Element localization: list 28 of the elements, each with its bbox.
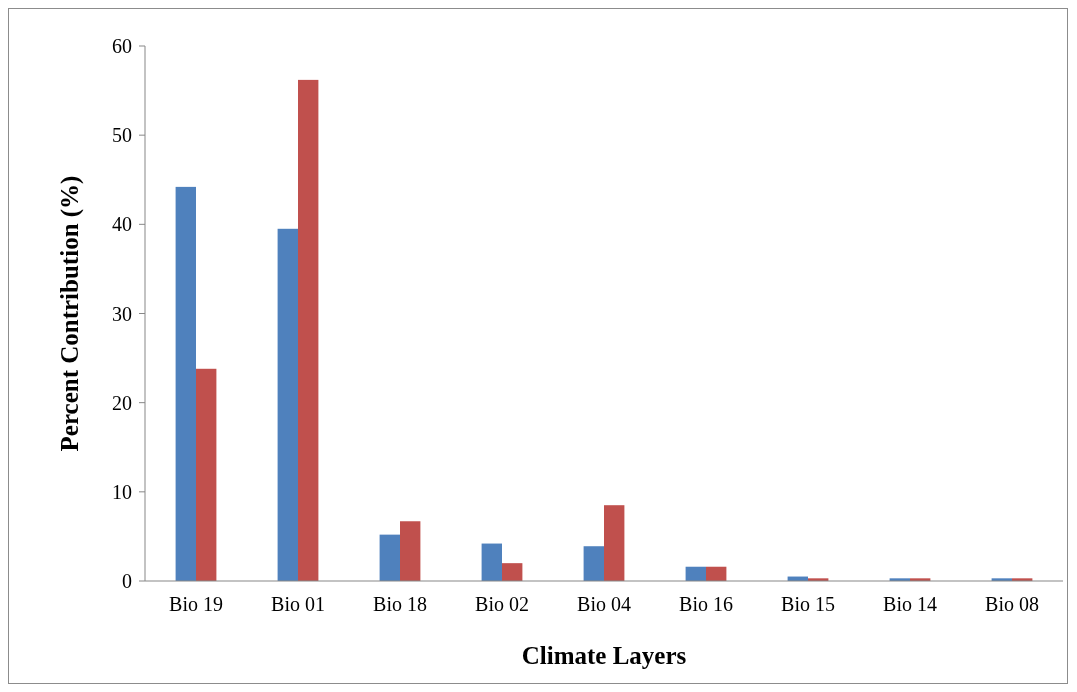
y-tick-label: 0 [122,570,132,592]
bar [604,505,625,581]
bar [583,546,604,581]
bar [298,79,319,581]
bar [196,368,217,581]
bar [502,563,523,581]
x-tick-label: Bio 19 [169,593,223,615]
bar [400,521,421,581]
y-tick-label: 20 [112,391,132,414]
x-tick-label: Bio 15 [781,593,835,615]
y-tick-label: 50 [112,124,132,147]
x-tick-label: Bio 02 [475,593,529,615]
y-tick-label: 40 [112,213,132,236]
bar [481,543,502,581]
x-tick-label: Bio 04 [577,593,631,615]
x-tick-label: Bio 18 [373,593,427,615]
x-axis-title: Climate Layers [521,642,687,669]
y-tick-label: 60 [112,35,132,57]
bar [277,228,298,581]
x-tick-label: Bio 14 [883,593,937,615]
y-tick-label: 10 [112,480,132,503]
bar [379,534,400,581]
x-tick-label: Bio 08 [985,593,1039,615]
y-axis-title: Percent Contribution (%) [56,175,84,452]
bar [175,186,196,581]
x-tick-label: Bio 16 [679,593,733,615]
x-tick-label: Bio 01 [271,593,325,615]
y-tick-label: 30 [112,302,132,325]
